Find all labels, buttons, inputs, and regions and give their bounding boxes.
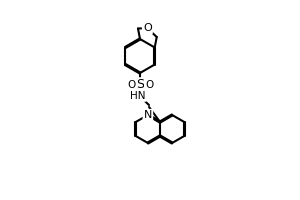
- Text: N: N: [144, 110, 152, 120]
- Text: O: O: [145, 80, 153, 90]
- Text: HN: HN: [130, 91, 146, 101]
- Text: S: S: [136, 78, 144, 91]
- Text: O: O: [143, 23, 152, 33]
- Text: O: O: [127, 80, 135, 90]
